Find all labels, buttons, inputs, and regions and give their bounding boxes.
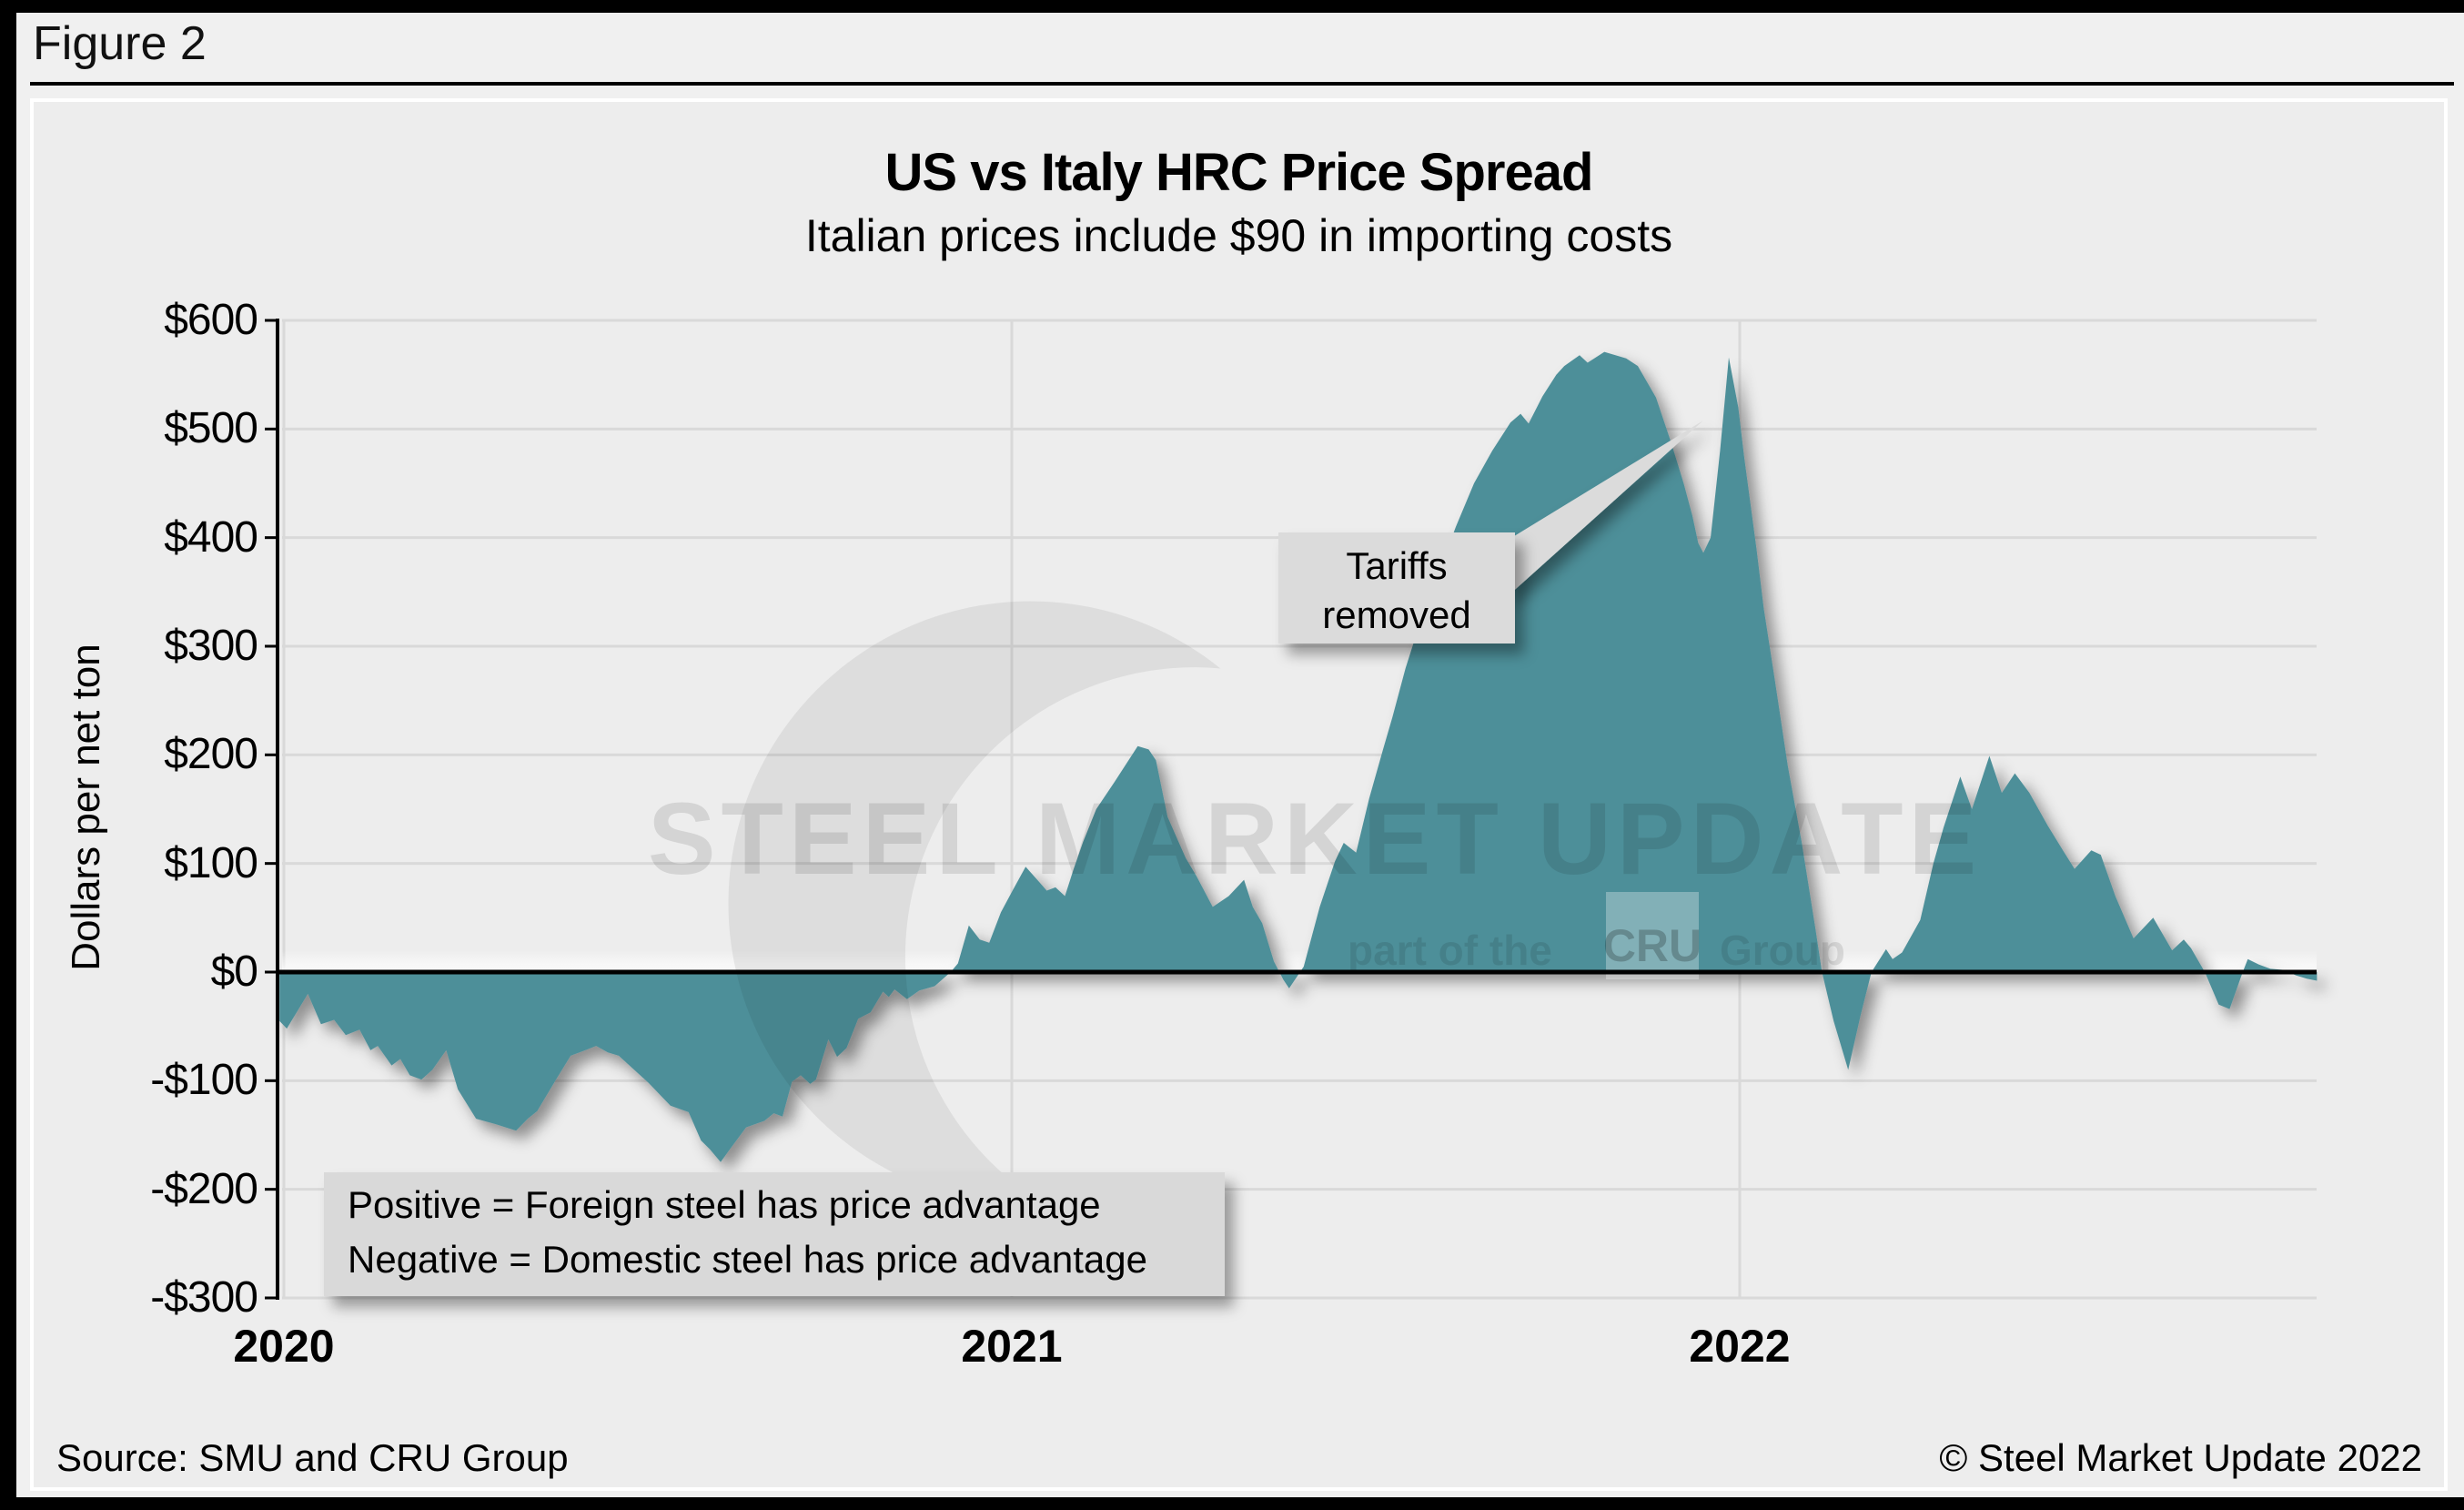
- y-tick-label-600: $600: [164, 296, 258, 344]
- copyright-notice: © Steel Market Update 2022: [1939, 1436, 2422, 1479]
- tariffs-removed-callout: Tariffs removed: [1278, 532, 1515, 644]
- figure-label: Figure 2: [33, 17, 207, 70]
- source-credit: Source: SMU and CRU Group: [56, 1436, 569, 1479]
- chart-subtitle: Italian prices include $90 in importing …: [804, 210, 1673, 261]
- figure-rule: [30, 82, 2454, 86]
- callout-line-2: removed: [1322, 593, 1471, 636]
- y-tick-label--100: -$100: [150, 1056, 258, 1105]
- x-tick-label-2022: 2022: [1689, 1321, 1791, 1372]
- spread-interpretation-note: Positive = Foreign steel has price advan…: [324, 1172, 1225, 1296]
- y-tick-label-300: $300: [164, 622, 258, 670]
- y-tick-label-500: $500: [164, 404, 258, 453]
- y-tick-label-200: $200: [164, 730, 258, 779]
- x-tick-label-2020: 2020: [233, 1321, 335, 1372]
- y-tick-label-0: $0: [210, 948, 258, 996]
- chart-title: US vs Italy HRC Price Spread: [884, 143, 1594, 202]
- note-line-1: Positive = Foreign steel has price advan…: [348, 1183, 1101, 1226]
- callout-line-1: Tariffs: [1346, 544, 1448, 587]
- note-line-2: Negative = Domestic steel has price adva…: [348, 1238, 1147, 1281]
- y-tick-label--300: -$300: [150, 1272, 258, 1322]
- x-tick-label-2021: 2021: [961, 1321, 1063, 1372]
- y-tick-label--200: -$200: [150, 1164, 258, 1213]
- y-tick-label-100: $100: [164, 838, 258, 887]
- y-tick-label-400: $400: [164, 512, 258, 562]
